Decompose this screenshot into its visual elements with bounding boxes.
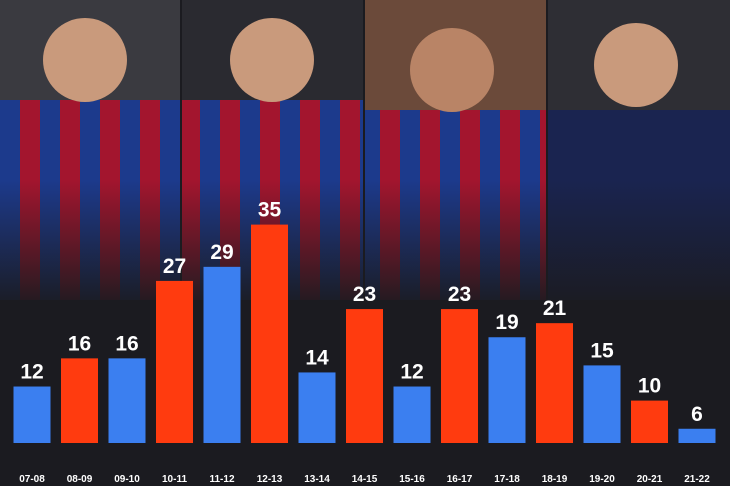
value-label: 29 <box>210 241 233 264</box>
bar <box>536 323 573 443</box>
x-tick-label: 08-09 <box>67 474 93 485</box>
x-tick-label: 09-10 <box>114 474 140 485</box>
value-label: 21 <box>543 297 567 320</box>
value-label: 12 <box>400 361 423 384</box>
x-tick-label: 17-18 <box>494 474 520 485</box>
bar <box>13 386 51 443</box>
x-tick-label: 15-16 <box>399 474 425 485</box>
value-label: 14 <box>305 346 329 369</box>
bar <box>203 266 241 443</box>
bar <box>393 386 431 443</box>
bar <box>61 358 98 443</box>
value-label: 23 <box>353 283 376 306</box>
value-label: 23 <box>448 283 471 306</box>
value-label: 35 <box>258 199 282 222</box>
x-tick-label: 11-12 <box>209 474 234 485</box>
value-label: 19 <box>495 311 518 334</box>
bar <box>156 280 193 443</box>
x-tick-label: 18-19 <box>542 474 568 485</box>
x-tick-label: 21-22 <box>684 474 710 485</box>
bar <box>631 400 668 443</box>
bar <box>251 224 288 443</box>
x-tick-label: 14-15 <box>352 474 378 485</box>
bar <box>298 372 336 443</box>
value-label: 12 <box>20 361 43 384</box>
face <box>230 18 314 102</box>
value-label: 16 <box>115 332 138 355</box>
bar <box>108 358 146 443</box>
face <box>43 18 127 102</box>
face <box>594 23 678 107</box>
bar <box>678 428 716 443</box>
face <box>410 28 494 112</box>
bar <box>583 365 621 443</box>
x-tick-label: 10-11 <box>162 474 187 485</box>
bar <box>346 309 383 443</box>
x-tick-label: 16-17 <box>447 474 473 485</box>
x-tick-label: 07-08 <box>19 474 45 485</box>
x-tick-label: 13-14 <box>304 474 330 485</box>
value-label: 10 <box>638 375 661 398</box>
value-label: 27 <box>163 255 186 278</box>
value-label: 15 <box>590 339 614 362</box>
x-tick-label: 12-13 <box>257 474 283 485</box>
value-label: 16 <box>68 332 91 355</box>
x-tick-label: 20-21 <box>637 474 663 485</box>
bar <box>488 337 526 443</box>
value-label: 6 <box>691 403 703 426</box>
bar <box>441 309 478 443</box>
fade <box>0 180 730 310</box>
x-tick-label: 19-20 <box>589 474 615 485</box>
